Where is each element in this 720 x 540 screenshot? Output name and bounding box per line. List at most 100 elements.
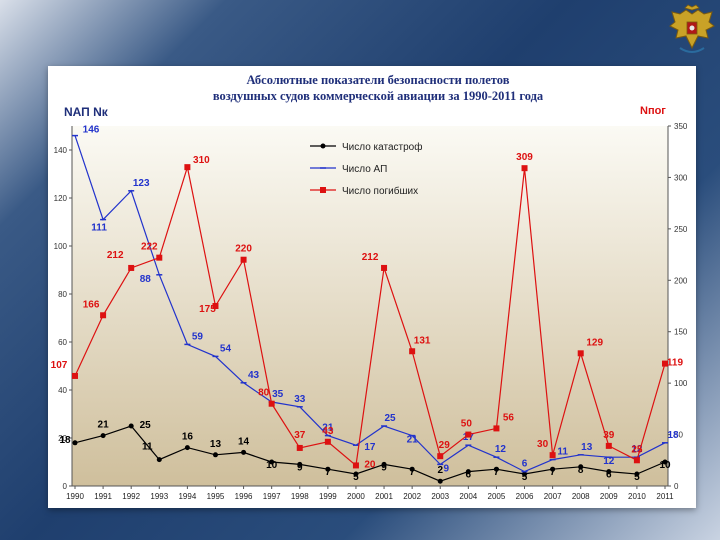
point-fatalities	[409, 348, 416, 355]
x-tick-label: 2011	[656, 492, 674, 501]
x-tick-label: 1994	[178, 492, 196, 501]
data-label: 131	[414, 335, 431, 346]
plot-area	[72, 126, 668, 486]
data-label: 35	[272, 389, 284, 400]
series-line-3	[74, 166, 666, 467]
data-label: 18	[667, 430, 679, 441]
data-label: 11	[142, 442, 153, 453]
data-label: 17	[364, 442, 376, 453]
data-label: 25	[140, 420, 152, 431]
point-disasters	[269, 459, 275, 465]
legend-entry: Число катастроф	[342, 141, 422, 153]
legend-entry: Число погибших	[342, 185, 418, 197]
legend-entry: Число АП	[342, 164, 387, 175]
data-label: 146	[83, 125, 100, 136]
chart-subtitle: воздушных судов коммерческой авиации за …	[213, 89, 544, 103]
data-label: 17	[463, 432, 475, 443]
left-tick-label: 40	[58, 386, 67, 395]
data-label: 220	[235, 244, 252, 255]
x-tick-label: 1997	[263, 492, 281, 501]
right-tick-label: 0	[674, 482, 679, 491]
x-tick-label: 1998	[291, 492, 309, 501]
x-tick-label: 2008	[572, 492, 590, 501]
x-tick-label: 2009	[600, 492, 618, 501]
point-disasters	[522, 471, 528, 477]
data-label: 50	[461, 419, 473, 430]
double-headed-eagle-emblem-icon	[666, 4, 718, 58]
data-label: 6	[466, 470, 472, 481]
data-label: 11	[557, 447, 568, 458]
data-label: 7	[325, 467, 331, 478]
point-disasters	[634, 471, 640, 477]
right-tick-label: 250	[674, 225, 688, 234]
point-disasters	[409, 466, 415, 472]
point-disasters	[353, 471, 359, 477]
data-label: 12	[495, 444, 507, 455]
x-tick-label: 2002	[403, 492, 421, 501]
data-label: 166	[83, 299, 100, 310]
point-fatalities	[268, 400, 275, 407]
left-tick-label: 60	[58, 338, 67, 347]
data-label: 12	[603, 456, 615, 467]
point-fatalities	[156, 254, 163, 261]
data-label: 129	[586, 337, 603, 348]
data-label: 37	[294, 430, 306, 441]
x-tick-label: 2010	[628, 492, 646, 501]
left-axis-label: NАП Nк	[64, 105, 109, 119]
data-label: 111	[91, 223, 107, 234]
x-tick-label: 2007	[544, 492, 562, 501]
data-label: 7	[494, 467, 500, 478]
data-label: 33	[294, 394, 306, 405]
data-label: 13	[210, 439, 222, 450]
legend-marker	[320, 143, 326, 149]
point-fatalities	[352, 462, 359, 469]
left-tick-label: 100	[54, 242, 68, 251]
data-label: 14	[238, 436, 250, 447]
right-tick-label: 300	[674, 173, 688, 182]
x-tick-label: 2003	[431, 492, 449, 501]
data-label: 119	[667, 358, 684, 369]
point-fatalities	[240, 256, 247, 263]
data-label: 7	[550, 467, 556, 478]
data-label: 30	[537, 439, 549, 450]
x-tick-label: 2005	[488, 492, 506, 501]
point-disasters	[297, 461, 303, 467]
point-fatalities	[493, 425, 500, 432]
chart-panel: Абсолютные показатели безопасности полет…	[48, 66, 696, 508]
data-label: 25	[384, 413, 396, 424]
data-label: 5	[522, 472, 528, 483]
right-tick-label: 150	[674, 328, 688, 337]
data-label: 10	[659, 460, 671, 471]
point-fatalities	[100, 312, 107, 319]
data-label: 80	[258, 388, 270, 399]
left-tick-label: 80	[58, 290, 67, 299]
data-label: 6	[522, 459, 528, 470]
x-tick-label: 2004	[459, 492, 477, 501]
point-disasters	[325, 466, 331, 472]
data-label: 21	[407, 435, 419, 446]
data-label: 107	[51, 360, 68, 371]
x-tick-label: 1999	[319, 492, 337, 501]
point-disasters	[662, 459, 668, 465]
left-tick-label: 20	[58, 434, 67, 443]
x-tick-label: 1993	[150, 492, 168, 501]
point-disasters	[100, 433, 106, 439]
point-fatalities	[324, 438, 331, 445]
point-fatalities	[437, 453, 444, 460]
data-label: 212	[362, 252, 379, 263]
series-line-1	[74, 425, 666, 482]
data-label: 56	[503, 412, 515, 423]
point-fatalities	[465, 431, 472, 438]
left-tick-label: 120	[54, 194, 68, 203]
x-tick-label: 1991	[94, 492, 112, 501]
data-label: 310	[193, 155, 210, 166]
data-label: 88	[140, 274, 152, 285]
data-label: 20	[364, 459, 376, 470]
data-label: 6	[606, 470, 612, 481]
point-fatalities	[662, 360, 668, 367]
point-fatalities	[184, 164, 191, 171]
right-tick-label: 50	[674, 431, 683, 440]
point-fatalities	[128, 264, 135, 271]
data-label: 25	[631, 444, 643, 455]
right-tick-label: 100	[674, 379, 688, 388]
